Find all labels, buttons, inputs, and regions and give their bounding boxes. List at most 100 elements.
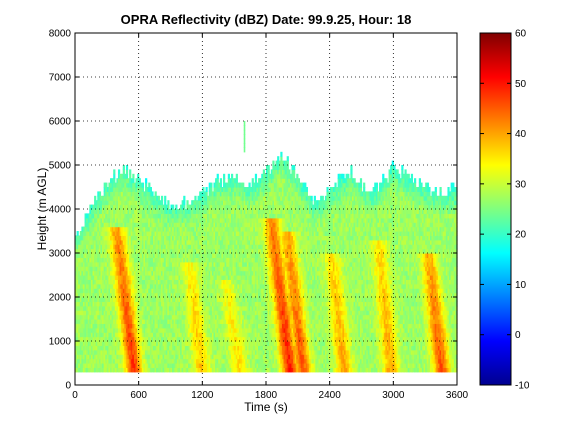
- heatmap-cell: [240, 235, 243, 241]
- heatmap-cell: [188, 226, 191, 232]
- heatmap-cell: [92, 217, 95, 223]
- heatmap-cell: [178, 305, 181, 311]
- heatmap-cell: [159, 345, 162, 351]
- heatmap-cell: [92, 209, 95, 214]
- heatmap-cell: [75, 327, 78, 333]
- heatmap-cell: [160, 332, 164, 338]
- heatmap-cell: [175, 345, 178, 351]
- heatmap-cell: [243, 354, 246, 360]
- heatmap-cell: [114, 231, 117, 236]
- heatmap-cell: [238, 191, 242, 197]
- heatmap-cell: [238, 363, 242, 368]
- heatmap-cell: [216, 292, 219, 298]
- heatmap-cell: [246, 187, 250, 192]
- heatmap-cell: [75, 266, 78, 272]
- heatmap-cell: [264, 314, 267, 320]
- heatmap-cell: [108, 209, 111, 214]
- heatmap-cell: [122, 213, 125, 219]
- heatmap-cell: [103, 191, 106, 197]
- heatmap-cell: [186, 253, 189, 258]
- heatmap-cell: [219, 354, 223, 360]
- heatmap-cell: [149, 367, 152, 373]
- heatmap-cell: [135, 288, 138, 294]
- heatmap-cell: [119, 305, 122, 311]
- heatmap-cell: [213, 310, 216, 316]
- heatmap-cell: [81, 310, 84, 316]
- heatmap-cell: [232, 275, 235, 280]
- heatmap-cell: [119, 301, 122, 307]
- heatmap-cell: [140, 283, 143, 289]
- heatmap-cell: [262, 341, 266, 346]
- heatmap-cell: [105, 358, 108, 364]
- heatmap-cell: [141, 310, 145, 316]
- heatmap-cell: [95, 283, 98, 289]
- heatmap-cell: [95, 257, 98, 263]
- heatmap-cell: [266, 253, 269, 258]
- heatmap-cell: [259, 239, 262, 245]
- heatmap-cell: [205, 231, 208, 236]
- heatmap-cell: [195, 213, 199, 219]
- heatmap-cell: [159, 200, 162, 206]
- heatmap-cell: [200, 288, 203, 294]
- heatmap-cell: [87, 354, 90, 360]
- heatmap-cell: [180, 327, 183, 333]
- heatmap-cell: [202, 226, 205, 232]
- heatmap-cell: [117, 275, 121, 280]
- heatmap-cell: [86, 266, 89, 272]
- heatmap-cell: [248, 327, 251, 333]
- heatmap-cell: [224, 257, 227, 263]
- heatmap-cell: [138, 367, 141, 373]
- heatmap-cell: [211, 314, 215, 320]
- heatmap-cell: [87, 239, 90, 245]
- heatmap-cell: [262, 222, 266, 228]
- heatmap-cell: [110, 323, 113, 329]
- heatmap-cell: [97, 367, 100, 373]
- heatmap-cell: [178, 345, 181, 351]
- heatmap-cell: [151, 204, 154, 210]
- heatmap-cell: [143, 310, 146, 316]
- heatmap-cell: [223, 239, 226, 245]
- heatmap-cell: [165, 257, 168, 263]
- heatmap-cell: [243, 332, 246, 338]
- heatmap-cell: [162, 209, 165, 214]
- heatmap-cell: [76, 363, 79, 368]
- heatmap-cell: [138, 217, 141, 223]
- heatmap-cell: [173, 217, 176, 223]
- heatmap-cell: [162, 226, 165, 232]
- heatmap-cell: [146, 341, 149, 346]
- heatmap-cell: [106, 244, 110, 250]
- heatmap-cell: [92, 235, 95, 241]
- heatmap-cell: [178, 341, 181, 346]
- heatmap-cell: [124, 248, 127, 254]
- heatmap-cell: [79, 283, 82, 289]
- heatmap-cell: [186, 239, 189, 245]
- heatmap-cell: [191, 275, 194, 280]
- heatmap-cell: [172, 217, 175, 223]
- heatmap-cell: [146, 292, 149, 298]
- heatmap-cell: [75, 332, 78, 338]
- heatmap-cell: [205, 239, 208, 245]
- heatmap-cell: [122, 165, 125, 170]
- heatmap-cell: [226, 358, 229, 364]
- heatmap-cell: [130, 200, 133, 206]
- heatmap-cell: [178, 239, 181, 245]
- heatmap-cell: [223, 204, 226, 210]
- heatmap-cell: [105, 257, 108, 263]
- heatmap-cell: [188, 275, 191, 280]
- heatmap-cell: [140, 292, 143, 298]
- heatmap-cell: [149, 244, 152, 250]
- heatmap-cell: [140, 239, 143, 245]
- heatmap-cell: [246, 301, 250, 307]
- heatmap-cell: [162, 222, 165, 228]
- heatmap-cell: [200, 248, 203, 254]
- heatmap-cell: [242, 182, 245, 188]
- heatmap-cell: [240, 345, 243, 351]
- heatmap-cell: [235, 226, 238, 232]
- heatmap-cell: [189, 310, 192, 316]
- heatmap-cell: [76, 261, 79, 267]
- heatmap-cell: [121, 209, 124, 214]
- heatmap-cell: [168, 283, 172, 289]
- heatmap-cell: [261, 187, 264, 192]
- heatmap-cell: [240, 217, 243, 223]
- heatmap-cell: [132, 200, 135, 206]
